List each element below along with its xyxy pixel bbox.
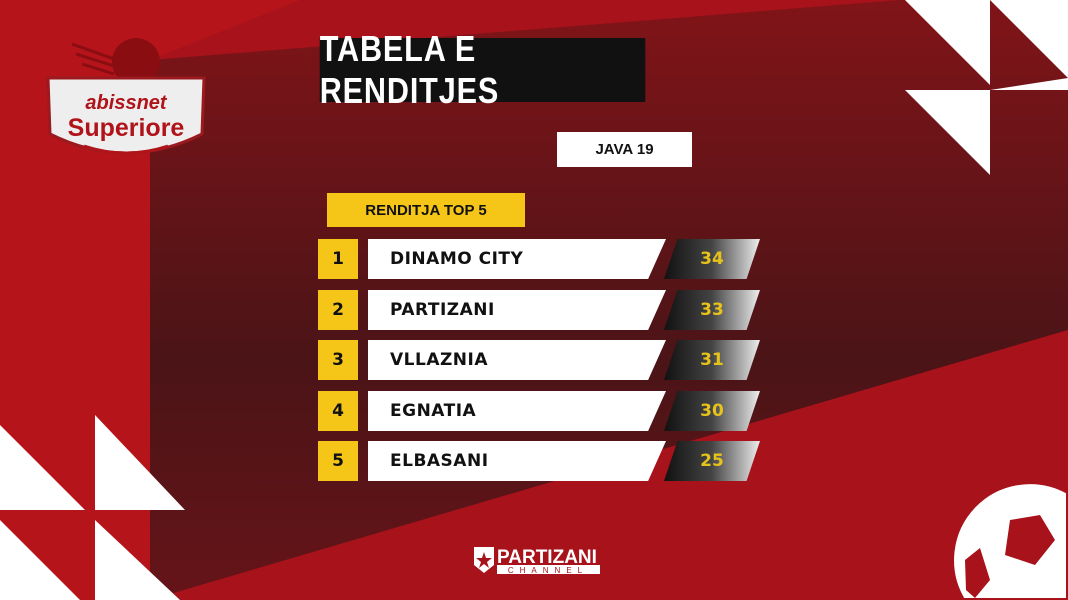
table-row: 3 VLLAZNIA 31 — [318, 340, 768, 380]
svg-text:Superiore: Superiore — [68, 114, 185, 142]
rank: 1 — [318, 239, 358, 279]
svg-text:CHANNEL: CHANNEL — [508, 566, 588, 575]
rank: 2 — [318, 290, 358, 330]
table-row: 4 EGNATIA 30 — [318, 391, 768, 431]
team-name: ELBASANI — [368, 441, 666, 481]
rank: 3 — [318, 340, 358, 380]
corner-triangles-bottom-left — [0, 415, 185, 600]
svg-text:PARTIZANI: PARTIZANI — [497, 547, 597, 568]
rank: 5 — [318, 441, 358, 481]
table-row: 1 DINAMO CITY 34 — [318, 239, 768, 279]
team-name: VLLAZNIA — [368, 340, 666, 380]
rank: 4 — [318, 391, 358, 431]
soccer-ball-icon — [950, 480, 1068, 600]
team-name: DINAMO CITY — [368, 239, 666, 279]
points: 34 — [664, 239, 760, 279]
page-title: TABELA E RENDITJES — [319, 28, 646, 111]
points: 31 — [664, 340, 760, 380]
corner-triangles-top-right — [905, 0, 1068, 175]
svg-text:abissnet: abissnet — [85, 92, 167, 114]
points: 30 — [664, 391, 760, 431]
table-row: 2 PARTIZANI 33 — [318, 290, 768, 330]
team-name: EGNATIA — [368, 391, 666, 431]
league-logo: abissnet Superiore — [44, 34, 208, 174]
points: 33 — [664, 290, 760, 330]
points: 25 — [664, 441, 760, 481]
table-row: 5 ELBASANI 25 — [318, 441, 768, 481]
table-heading: RENDITJA TOP 5 — [327, 193, 525, 227]
team-name: PARTIZANI — [368, 290, 666, 330]
channel-logo: PARTIZANI CHANNEL — [472, 543, 602, 576]
round-label: JAVA 19 — [557, 132, 692, 167]
